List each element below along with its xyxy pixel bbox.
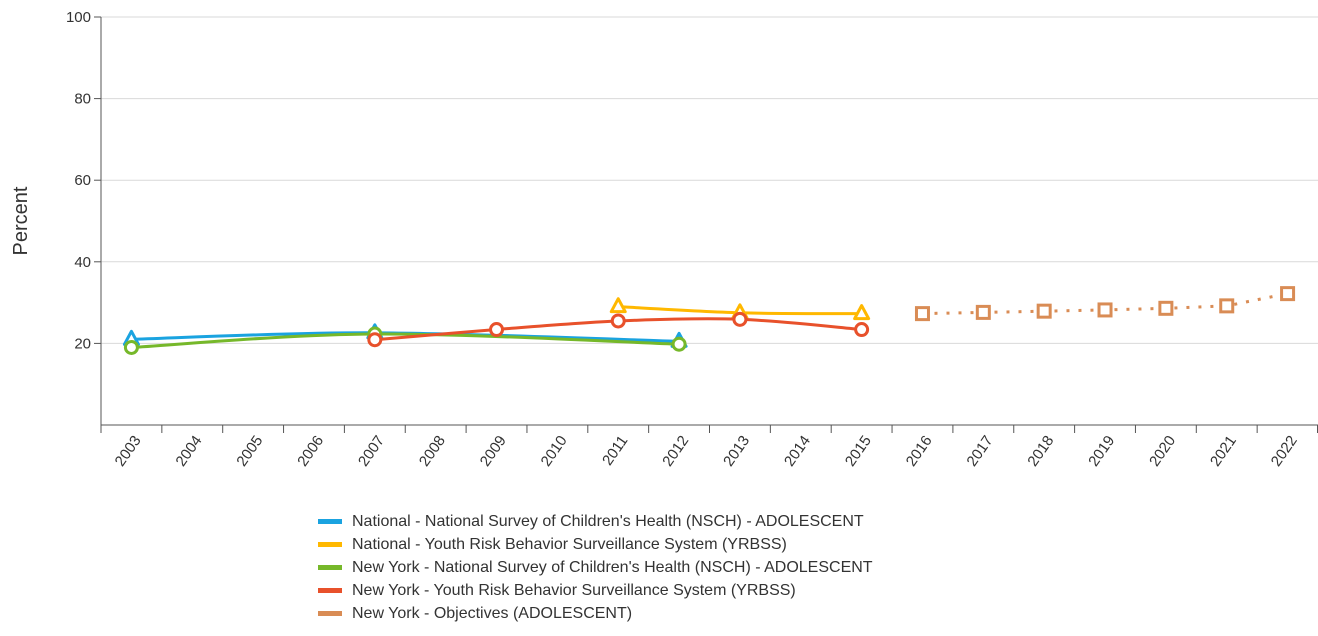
- gridlines: [101, 16, 1318, 344]
- y-axis-title: Percent: [10, 186, 32, 255]
- data-point: [1097, 302, 1113, 318]
- legend-item[interactable]: National - Youth Risk Behavior Surveilla…: [318, 533, 873, 556]
- legend: National - National Survey of Children's…: [318, 510, 873, 625]
- y-tick-label: 60: [74, 172, 91, 189]
- legend-label: National - Youth Risk Behavior Surveilla…: [352, 535, 787, 553]
- data-point: [1158, 300, 1174, 316]
- series-group: [122, 286, 1296, 355]
- data-point: [1036, 303, 1052, 319]
- x-tick-label: 2020: [1146, 433, 1179, 470]
- data-point: [123, 339, 139, 355]
- x-tick-label: 2005: [233, 433, 266, 470]
- data-point: [975, 304, 991, 320]
- legend-label: New York - National Survey of Children's…: [352, 558, 873, 576]
- legend-item[interactable]: New York - National Survey of Children's…: [318, 556, 873, 579]
- x-tick-label: 2003: [112, 433, 145, 470]
- data-point: [610, 313, 626, 329]
- x-tick-label: 2021: [1207, 433, 1240, 470]
- legend-item[interactable]: National - National Survey of Children's…: [318, 510, 873, 533]
- data-point: [1219, 298, 1235, 314]
- legend-label: National - National Survey of Children's…: [352, 512, 864, 530]
- data-point: [489, 322, 505, 338]
- x-tick-label: 2007: [355, 433, 388, 470]
- legend-swatch: [318, 611, 342, 616]
- data-point: [732, 311, 748, 327]
- y-tick-label: 20: [74, 335, 91, 352]
- x-tick-label: 2012: [659, 433, 692, 470]
- legend-item[interactable]: New York - Youth Risk Behavior Surveilla…: [318, 579, 873, 602]
- x-tick-label: 2019: [1085, 433, 1118, 470]
- x-tick-label: 2018: [1024, 433, 1057, 470]
- legend-swatch: [318, 542, 342, 547]
- y-axis-ticks: 20 40 60 80 100: [66, 9, 101, 352]
- x-axis-ticks: 2003 2004 2005 2006 2007 2008 2009 2010 2011 2012…: [100, 425, 1318, 470]
- legend-item[interactable]: New York - Objectives (ADOLESCENT): [318, 602, 873, 625]
- x-tick-label: 2014: [781, 433, 814, 470]
- data-point: [671, 336, 687, 352]
- y-tick-label: 40: [74, 254, 91, 271]
- data-point: [367, 332, 383, 348]
- series-4: [367, 311, 870, 348]
- x-tick-label: 2010: [538, 433, 571, 470]
- y-tick-label: 100: [66, 9, 91, 26]
- y-tick-label: 80: [74, 91, 91, 108]
- x-tick-label: 2017: [964, 433, 997, 470]
- x-tick-label: 2006: [294, 433, 327, 470]
- legend-swatch: [318, 588, 342, 593]
- legend-label: New York - Objectives (ADOLESCENT): [352, 604, 633, 622]
- legend-swatch: [318, 519, 342, 524]
- axes: [100, 17, 1318, 426]
- x-tick-label: 2013: [720, 433, 753, 470]
- x-tick-label: 2016: [903, 433, 936, 470]
- series-5: [914, 286, 1296, 322]
- data-point: [609, 297, 627, 314]
- x-tick-label: 2008: [416, 433, 449, 470]
- data-point: [1280, 286, 1296, 302]
- data-point: [854, 322, 870, 338]
- legend-swatch: [318, 565, 342, 570]
- x-tick-label: 2022: [1268, 433, 1301, 470]
- legend-label: New York - Youth Risk Behavior Surveilla…: [352, 581, 796, 599]
- x-tick-label: 2015: [842, 433, 875, 470]
- data-point: [914, 306, 930, 322]
- x-tick-label: 2004: [172, 433, 205, 470]
- x-tick-label: 2009: [477, 433, 510, 470]
- data-point: [853, 304, 871, 321]
- x-tick-label: 2011: [599, 433, 631, 469]
